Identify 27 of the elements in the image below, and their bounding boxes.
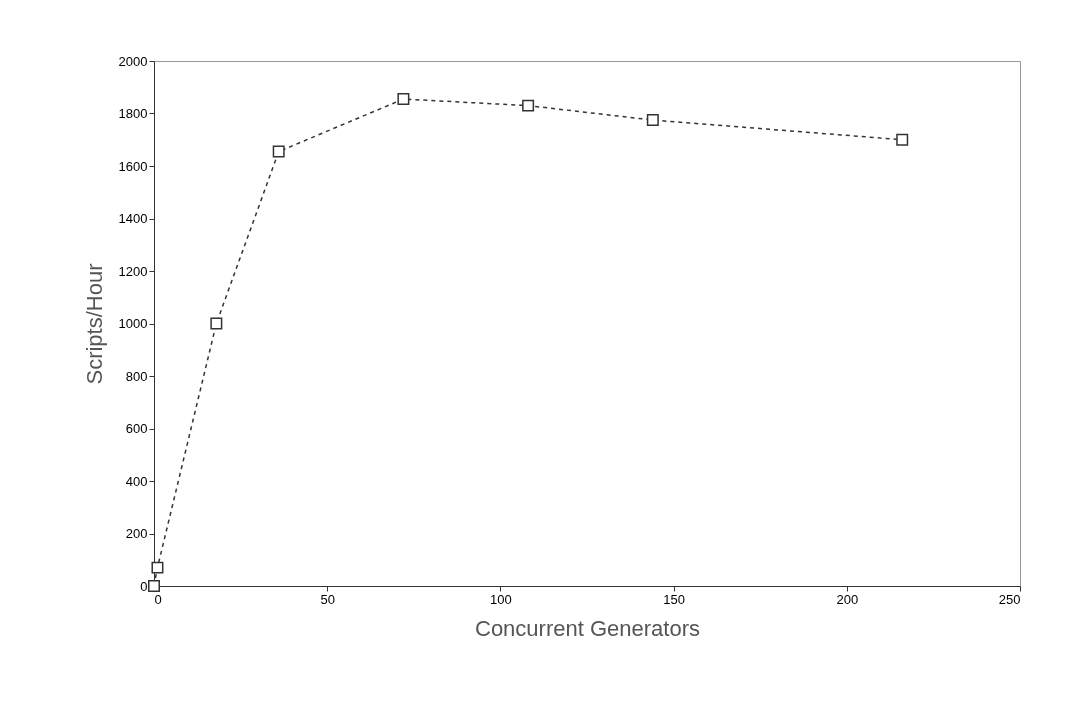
- x-tick-label: 100: [490, 591, 512, 607]
- y-axis-title: Scripts/Hour: [81, 263, 107, 385]
- y-tick-label: 1000: [118, 316, 148, 331]
- point: [397, 93, 410, 106]
- y-tick-label: 1400: [118, 211, 148, 226]
- y-tick-label: 1200: [118, 263, 148, 279]
- x-tick-label: 200: [836, 591, 859, 607]
- x-axis-title: Concurrent Generators: [475, 615, 700, 641]
- y-tick-label: 200: [125, 526, 148, 541]
- point: [272, 145, 285, 158]
- point: [151, 561, 164, 574]
- x-tick-label: 150: [663, 591, 685, 607]
- point: [646, 114, 659, 127]
- y-tick-label: 800: [125, 368, 148, 384]
- y-tick-label: 400: [125, 473, 148, 489]
- x-tick-label: 50: [320, 591, 335, 607]
- y-tick-label: 2000: [118, 53, 148, 69]
- y-tick-label: 1800: [118, 106, 148, 121]
- point: [896, 133, 909, 146]
- point: [210, 317, 223, 330]
- y-tick-label: 1600: [118, 158, 148, 174]
- y-tick-label: 600: [125, 421, 148, 436]
- x-tick-label: 250: [998, 591, 1021, 607]
- point: [522, 99, 535, 112]
- x-tick-label: 0: [154, 591, 162, 607]
- point: [148, 580, 160, 592]
- y-tick-label: 0: [140, 578, 148, 594]
